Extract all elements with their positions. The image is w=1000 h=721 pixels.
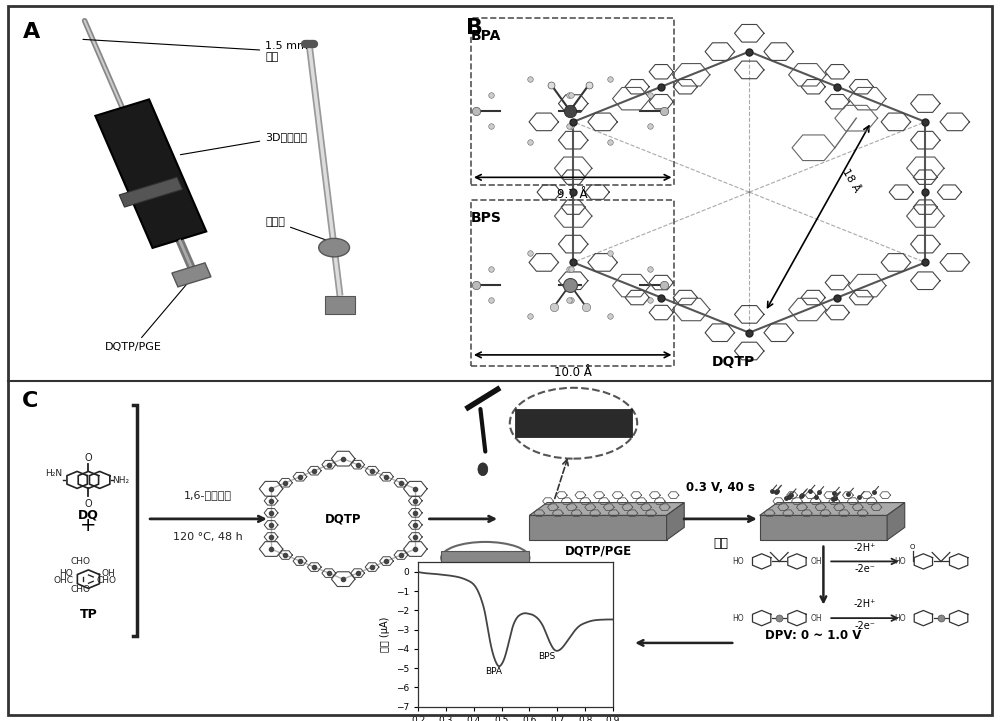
Text: O: O [910,544,915,550]
Text: DQTP/PGE: DQTP/PGE [105,280,190,353]
Text: OHC: OHC [54,575,74,585]
Text: BPA: BPA [471,30,501,43]
Polygon shape [667,503,684,540]
Text: OH: OH [101,569,115,578]
Text: 铂片夹: 铂片夹 [265,217,345,247]
Text: DQTP: DQTP [325,513,361,526]
Polygon shape [119,177,182,207]
Text: HO: HO [732,557,744,566]
Text: DQ: DQ [78,509,99,522]
Ellipse shape [510,388,637,459]
Polygon shape [887,503,905,540]
Ellipse shape [478,463,488,476]
Text: C: C [22,392,38,411]
Text: 富集: 富集 [713,537,728,550]
Text: -2H⁺: -2H⁺ [853,599,876,609]
Text: HO: HO [894,557,906,566]
Ellipse shape [319,239,350,257]
Bar [515,409,632,438]
Text: BPA: BPA [485,667,502,676]
Text: CHO: CHO [71,557,91,565]
Text: NH₂: NH₂ [112,477,130,485]
Text: 1,6-二氧六环: 1,6-二氧六环 [184,490,232,500]
Text: 18 Å: 18 Å [841,167,862,194]
Text: O: O [85,499,92,509]
Text: 1.5 mm
铜线: 1.5 mm 铜线 [83,40,308,63]
Text: -2e⁻: -2e⁻ [854,564,875,574]
Text: A: A [23,22,40,42]
Polygon shape [760,516,887,540]
Text: BPS: BPS [471,211,502,225]
Text: -2e⁻: -2e⁻ [854,621,875,631]
Text: CHO: CHO [71,585,91,594]
Text: HO: HO [894,614,906,623]
Text: DPV: 0 ~ 1.0 V: DPV: 0 ~ 1.0 V [765,629,862,642]
Polygon shape [529,516,667,540]
Text: 9.7 Å: 9.7 Å [557,188,588,201]
Y-axis label: 电流 (μA): 电流 (μA) [380,616,390,653]
Text: +: + [80,516,97,536]
Polygon shape [529,503,684,516]
Text: DQTP: DQTP [712,355,755,369]
Text: CHO: CHO [96,575,116,585]
Text: O: O [85,453,92,463]
Text: -2H⁺: -2H⁺ [853,543,876,553]
Text: HO: HO [59,569,73,578]
Text: 滴涂: 滴涂 [478,580,493,593]
Text: 120 °C, 48 h: 120 °C, 48 h [173,532,243,542]
Text: OH: OH [811,614,823,623]
Text: 0.3 V, 40 s: 0.3 V, 40 s [686,480,755,494]
Text: HO: HO [732,614,744,623]
Polygon shape [95,99,206,248]
Text: TP: TP [80,608,97,621]
Text: DQTP/PGE: DQTP/PGE [564,544,632,557]
Text: 10.0 Å: 10.0 Å [554,366,592,379]
Text: H₂N: H₂N [45,469,62,478]
Text: 3D打印外壳: 3D打印外壳 [180,132,307,155]
Text: OH: OH [811,557,823,566]
Bar [441,551,529,565]
Text: BPS: BPS [538,652,555,660]
Bar [325,296,355,314]
Polygon shape [760,503,905,516]
Polygon shape [172,263,211,287]
Text: B: B [466,18,483,38]
